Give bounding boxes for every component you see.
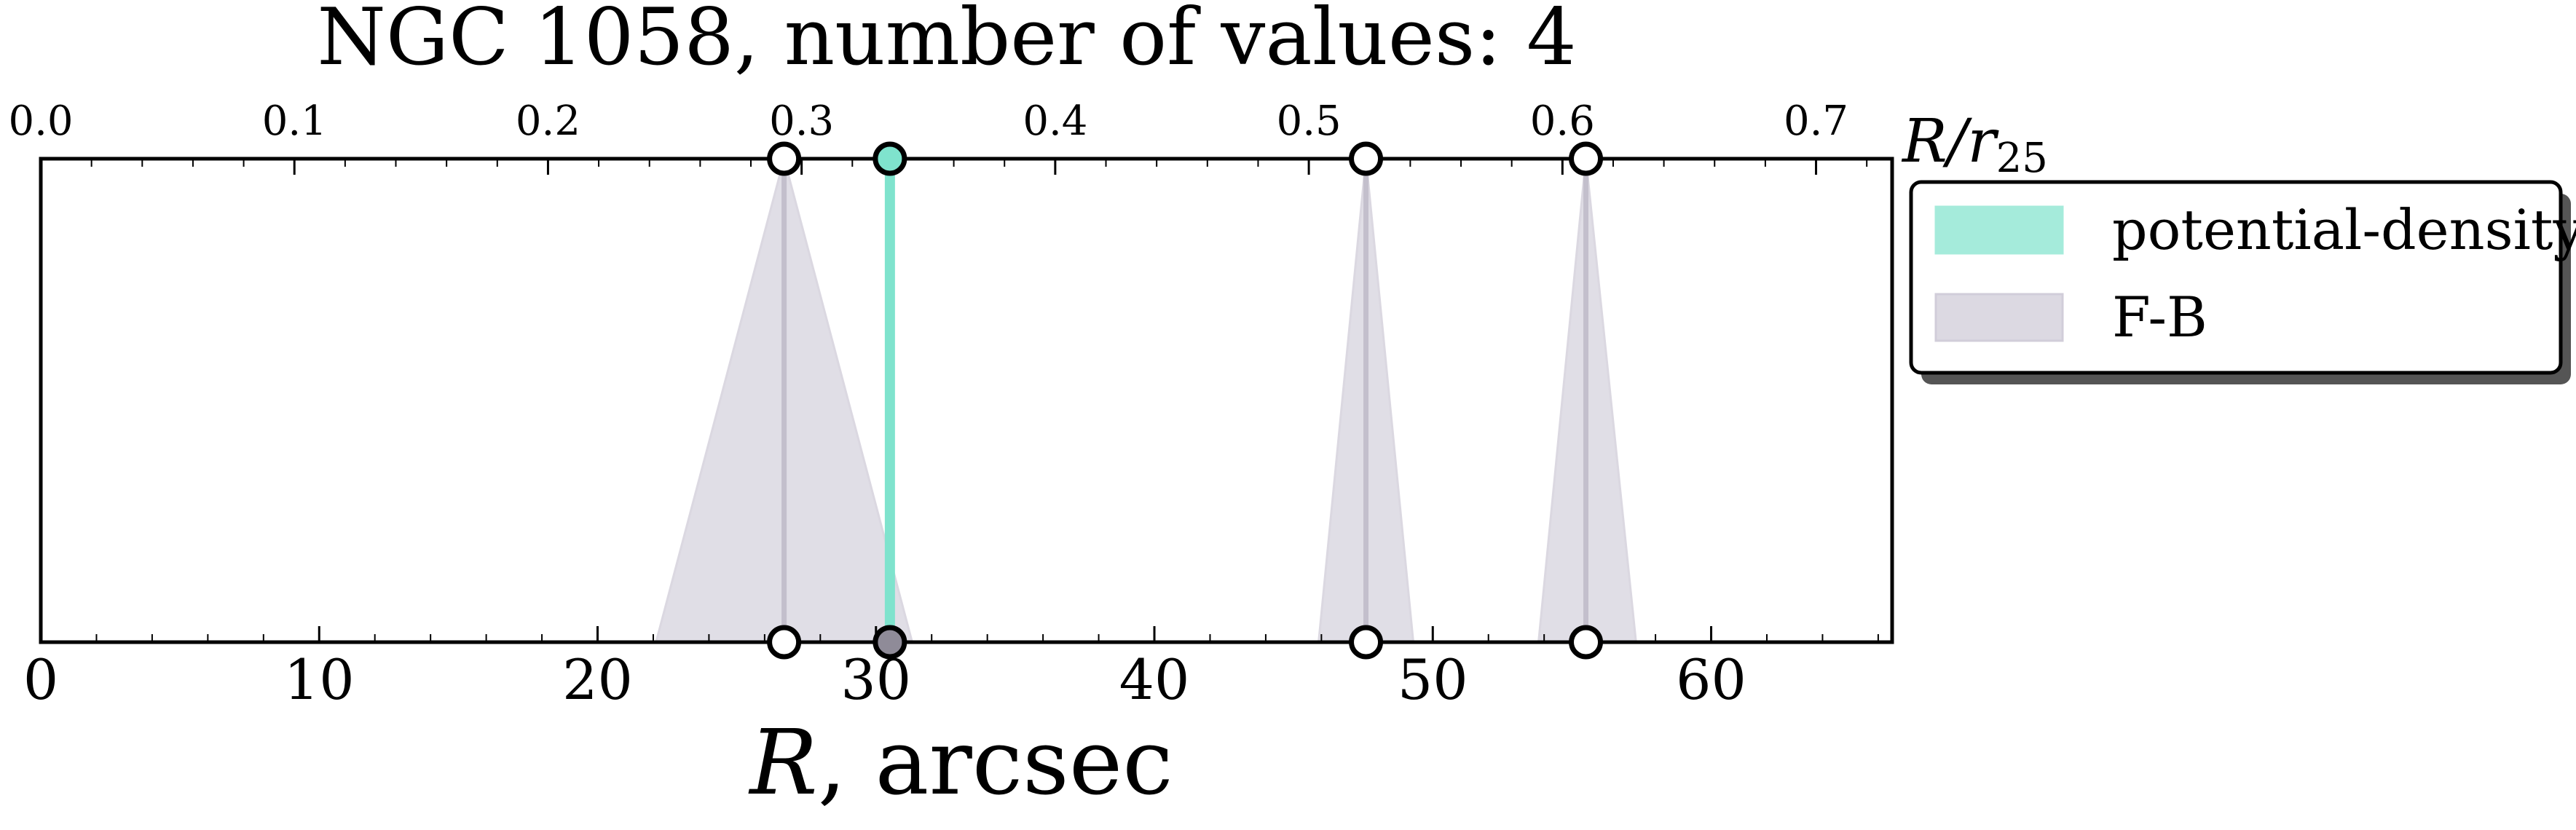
bottom-tick-label: 0 — [23, 647, 58, 712]
top-tick-label: 0.6 — [1530, 98, 1595, 145]
x-axis-label-rest: , arcsec — [818, 711, 1173, 815]
axis-ticks — [39, 159, 1879, 642]
top-axis-label-sub: 25 — [1996, 135, 2048, 182]
fb-bottom-marker — [1349, 625, 1384, 660]
potential-density-top-marker — [873, 141, 907, 176]
top-tick-label: 0.2 — [516, 98, 580, 145]
legend-label-f-b: F-B — [2112, 285, 2207, 349]
top-tick-label: 0.1 — [262, 98, 327, 145]
chart-title: NGC 1058, number of values: 4 — [317, 0, 1576, 83]
top-tick-label: 0.7 — [1784, 98, 1848, 145]
fb-top-marker — [1569, 141, 1604, 176]
top-tick-label: 0.5 — [1277, 98, 1342, 145]
top-tick-label: 0.3 — [769, 98, 834, 145]
plot-frame — [39, 157, 1894, 644]
bottom-tick-label: 30 — [840, 647, 911, 712]
value-markers — [767, 141, 1604, 660]
top-axis-label-main: R/r — [1901, 107, 1999, 176]
fb-top-marker — [1349, 141, 1384, 176]
fb-bottom-marker — [1569, 625, 1604, 660]
legend-label-potential-density: potential-density — [2112, 197, 2576, 262]
legend-swatch-potential-density — [1934, 205, 2064, 255]
top-tick-label: 0.4 — [1023, 98, 1087, 145]
fb-top-marker — [767, 141, 802, 176]
x-axis-label-italic: R — [748, 711, 817, 815]
bottom-tick-label: 20 — [562, 647, 633, 712]
value-lines — [781, 159, 1589, 642]
bottom-tick-label: 60 — [1676, 647, 1746, 712]
top-tick-labels: 0.0 0.1 0.2 0.3 0.4 0.5 0.6 0.7 — [8, 98, 1848, 145]
legend: potential-density F-B — [1909, 180, 2576, 379]
fb-shaded-regions — [654, 154, 1637, 644]
potential-density-bottom-marker — [873, 625, 907, 660]
top-axis-label: R/r25 — [1901, 107, 2048, 182]
legend-swatch-f-b — [1934, 293, 2064, 342]
fb-bottom-marker — [767, 625, 802, 660]
bottom-tick-label: 40 — [1119, 647, 1190, 712]
bottom-tick-label: 10 — [284, 647, 355, 712]
x-axis-label: R, arcsec — [748, 711, 1173, 815]
legend-box — [1909, 180, 2563, 375]
bottom-tick-label: 50 — [1398, 647, 1468, 712]
bottom-tick-labels: 0 10 20 30 40 50 60 — [23, 647, 1746, 712]
top-tick-label: 0.0 — [8, 98, 73, 145]
